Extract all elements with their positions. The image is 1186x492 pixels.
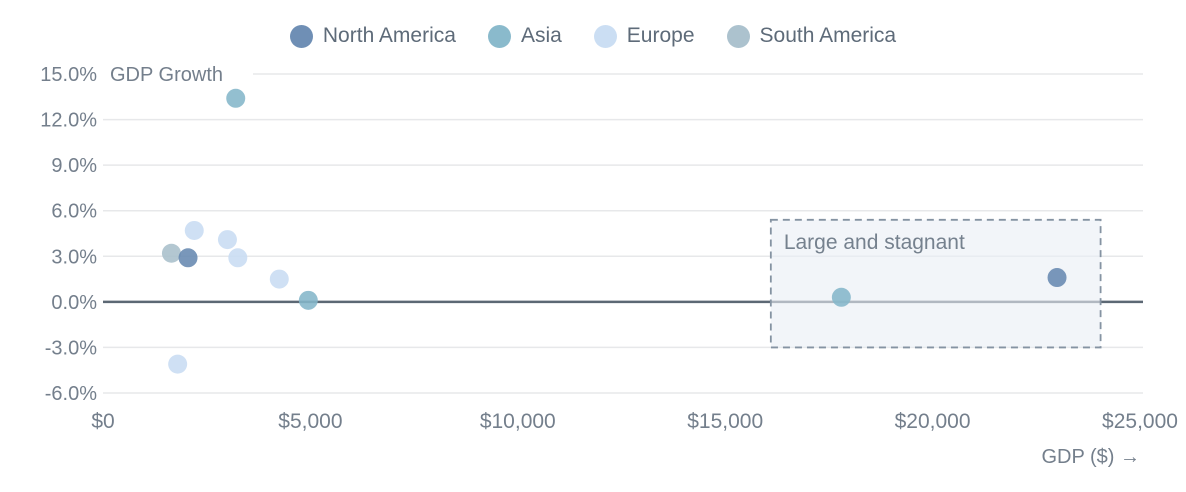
x-tick-label: $20,000 [895, 410, 971, 433]
legend-item-north-america[interactable]: North America [289, 24, 456, 48]
data-point-asia[interactable] [298, 290, 318, 310]
y-tick-label: 12.0% [40, 110, 97, 132]
annotation-label: Large and stagnant [784, 231, 965, 254]
x-tick-label: $0 [91, 410, 114, 433]
y-tick-label: -6.0% [45, 383, 97, 405]
data-point-north-america[interactable] [178, 248, 198, 268]
data-point-asia[interactable] [831, 287, 851, 307]
asia-swatch-icon [487, 24, 511, 48]
legend-label: South America [759, 24, 897, 47]
data-point-europe[interactable] [184, 220, 204, 240]
data-point-north-america[interactable] [1047, 268, 1067, 288]
north-america-swatch-icon [289, 24, 313, 48]
legend-label: Asia [520, 24, 562, 47]
legend-item-asia[interactable]: Asia [487, 24, 562, 48]
y-tick-label: 9.0% [51, 155, 97, 177]
y-tick-label: 6.0% [51, 201, 97, 223]
x-axis-title: GDP ($) → [1041, 446, 1140, 468]
y-tick-label: 3.0% [51, 246, 97, 268]
x-tick-label: $15,000 [687, 410, 763, 433]
south-america-swatch-icon [726, 24, 750, 48]
data-point-europe[interactable] [269, 269, 289, 289]
legend-label: Europe [626, 24, 695, 47]
x-tick-label: $10,000 [480, 410, 556, 433]
y-axis-title: GDP Growth [110, 64, 223, 86]
annotation-box [769, 218, 1102, 349]
europe-swatch-icon [593, 24, 617, 48]
data-point-europe[interactable] [217, 230, 237, 250]
y-tick-label: 15.0% [40, 64, 97, 86]
legend-item-europe[interactable]: Europe [593, 24, 695, 48]
legend-item-south-america[interactable]: South America [726, 24, 897, 48]
legend-label: North America [322, 24, 456, 47]
chart-legend: North America Asia Europe South America [0, 24, 1186, 48]
data-point-asia[interactable] [226, 88, 246, 108]
data-point-europe[interactable] [228, 248, 248, 268]
x-tick-label: $25,000 [1102, 410, 1178, 433]
y-tick-label: -3.0% [45, 337, 97, 359]
data-point-europe[interactable] [168, 354, 188, 374]
data-point-south-america[interactable] [161, 243, 181, 263]
x-tick-label: $5,000 [278, 410, 342, 433]
y-tick-label: 0.0% [51, 292, 97, 314]
